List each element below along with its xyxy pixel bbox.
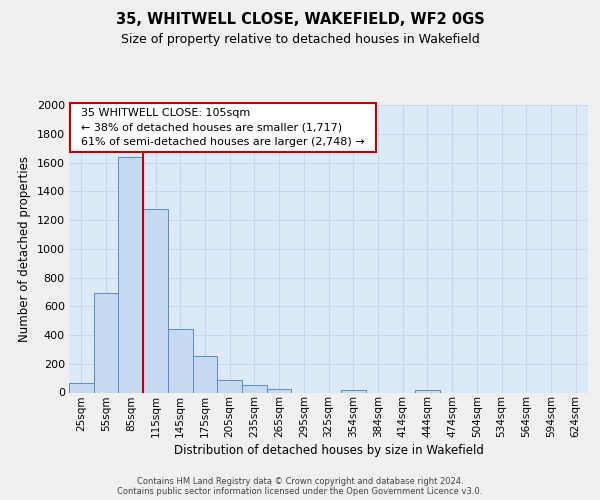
X-axis label: Distribution of detached houses by size in Wakefield: Distribution of detached houses by size …: [173, 444, 484, 458]
Bar: [69, 383, 94, 392]
Text: Contains public sector information licensed under the Open Government Licence v3: Contains public sector information licen…: [118, 487, 482, 496]
Bar: [118, 158, 143, 392]
Bar: [143, 208, 168, 392]
Text: 35, WHITWELL CLOSE, WAKEFIELD, WF2 0GS: 35, WHITWELL CLOSE, WAKEFIELD, WF2 0GS: [116, 12, 484, 28]
Text: 35 WHITWELL CLOSE: 105sqm
  ← 38% of detached houses are smaller (1,717)
  61% o: 35 WHITWELL CLOSE: 105sqm ← 38% of detac…: [74, 108, 372, 148]
Bar: [415, 390, 440, 392]
Y-axis label: Number of detached properties: Number of detached properties: [18, 156, 31, 342]
Bar: [94, 292, 118, 392]
Bar: [242, 385, 267, 392]
Text: Size of property relative to detached houses in Wakefield: Size of property relative to detached ho…: [121, 32, 479, 46]
Bar: [168, 329, 193, 392]
Bar: [267, 389, 292, 392]
Bar: [193, 356, 217, 392]
Bar: [341, 390, 365, 392]
Bar: [217, 380, 242, 392]
Text: Contains HM Land Registry data © Crown copyright and database right 2024.: Contains HM Land Registry data © Crown c…: [137, 477, 463, 486]
